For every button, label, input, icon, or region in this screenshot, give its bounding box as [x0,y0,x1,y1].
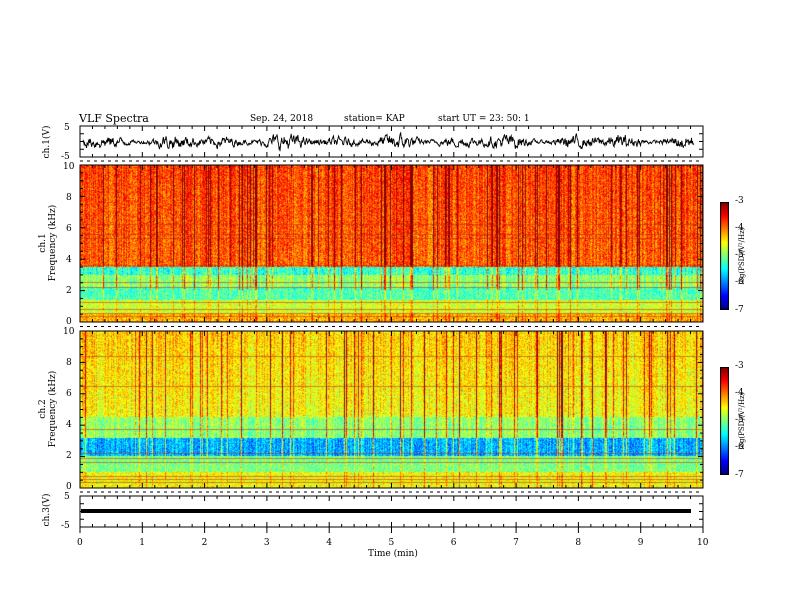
ch2-cbar-tick: -4 [735,388,744,398]
ch1-cbar-tick: -4 [735,223,744,233]
ch2-colorbar-label: log(PSD)(V²/Hz) [738,392,746,450]
x-tick-label: 7 [513,538,519,548]
station-label: station= KAP [344,114,405,124]
ch1-spec-channel-label: ch.1 [38,233,48,253]
x-tick-label: 0 [77,538,83,548]
x-tick-label: 9 [637,538,644,548]
ch2-cbar-tick: -6 [735,442,744,452]
ch1-ytick-top: 5 [64,123,70,133]
x-tick-label: 3 [263,538,270,548]
ch1-ytick: 0 [66,317,72,327]
ch1-cbar-tick: -5 [735,250,744,260]
ch2-cbar-tick: -5 [735,415,744,425]
ch1-cbar-tick: -6 [735,277,744,287]
ch2-ytick: 6 [66,389,72,399]
ch1-ytick-bottom: -5 [61,152,70,162]
ch3-waveform-ylabel: ch.3(V) [42,493,52,527]
ch1-cbar-tick: -3 [735,196,744,206]
ch2-cbar-tick: -7 [735,470,744,480]
ch2-ytick: 4 [66,420,72,430]
ch2-ytick: 0 [66,482,72,492]
ch2-colorbar [720,367,729,475]
ch2-ytick: 8 [66,358,72,368]
ch3-ytick-top: 5 [64,492,70,502]
ch1-ytick: 10 [63,162,75,172]
ch2-cbar-tick: -3 [735,361,744,371]
ch1-colorbar [720,202,729,310]
x-tick-label: 4 [326,538,332,548]
x-tick-label: 10 [697,538,709,548]
ch1-ytick: 8 [66,193,72,203]
start-time-label: start UT = 23: 50: 1 [438,114,530,124]
date-label: Sep. 24, 2018 [250,114,314,124]
ch2-ytick: 10 [63,327,75,337]
ch1-ytick: 2 [66,286,72,296]
ch2-spec-frame [79,330,704,489]
x-tick-label: 2 [201,538,208,548]
x-axis-label: Time (min) [368,549,418,559]
x-tick-label: 1 [139,538,146,548]
ch2-spec-channel-label: ch.2 [38,399,48,419]
ch1-waveform-ylabel: ch.1(V) [42,125,52,159]
ch1-spec-ylabel: Frequency (kHz) [48,204,58,282]
ch3-ytick-bottom: -5 [61,521,70,531]
x-tick-label: 6 [450,538,457,548]
x-tick-label: 8 [575,538,582,548]
ch1-waveform-line [82,131,695,152]
ch1-cbar-tick: -7 [735,305,744,315]
ch2-spec-ylabel: Frequency (kHz) [48,370,58,448]
ch1-ytick: 6 [66,224,72,234]
ch1-colorbar-label: log(PSD)(V²/Hz) [738,227,746,285]
ch2-spectrogram [80,331,703,488]
ch1-spectrogram [80,165,703,322]
x-tick-label: 5 [388,538,395,548]
ch1-ytick: 4 [66,255,72,265]
ch1-spec-frame [79,164,704,323]
ch2-ytick: 2 [66,451,72,461]
chart-title: VLF Spectra [79,112,149,125]
